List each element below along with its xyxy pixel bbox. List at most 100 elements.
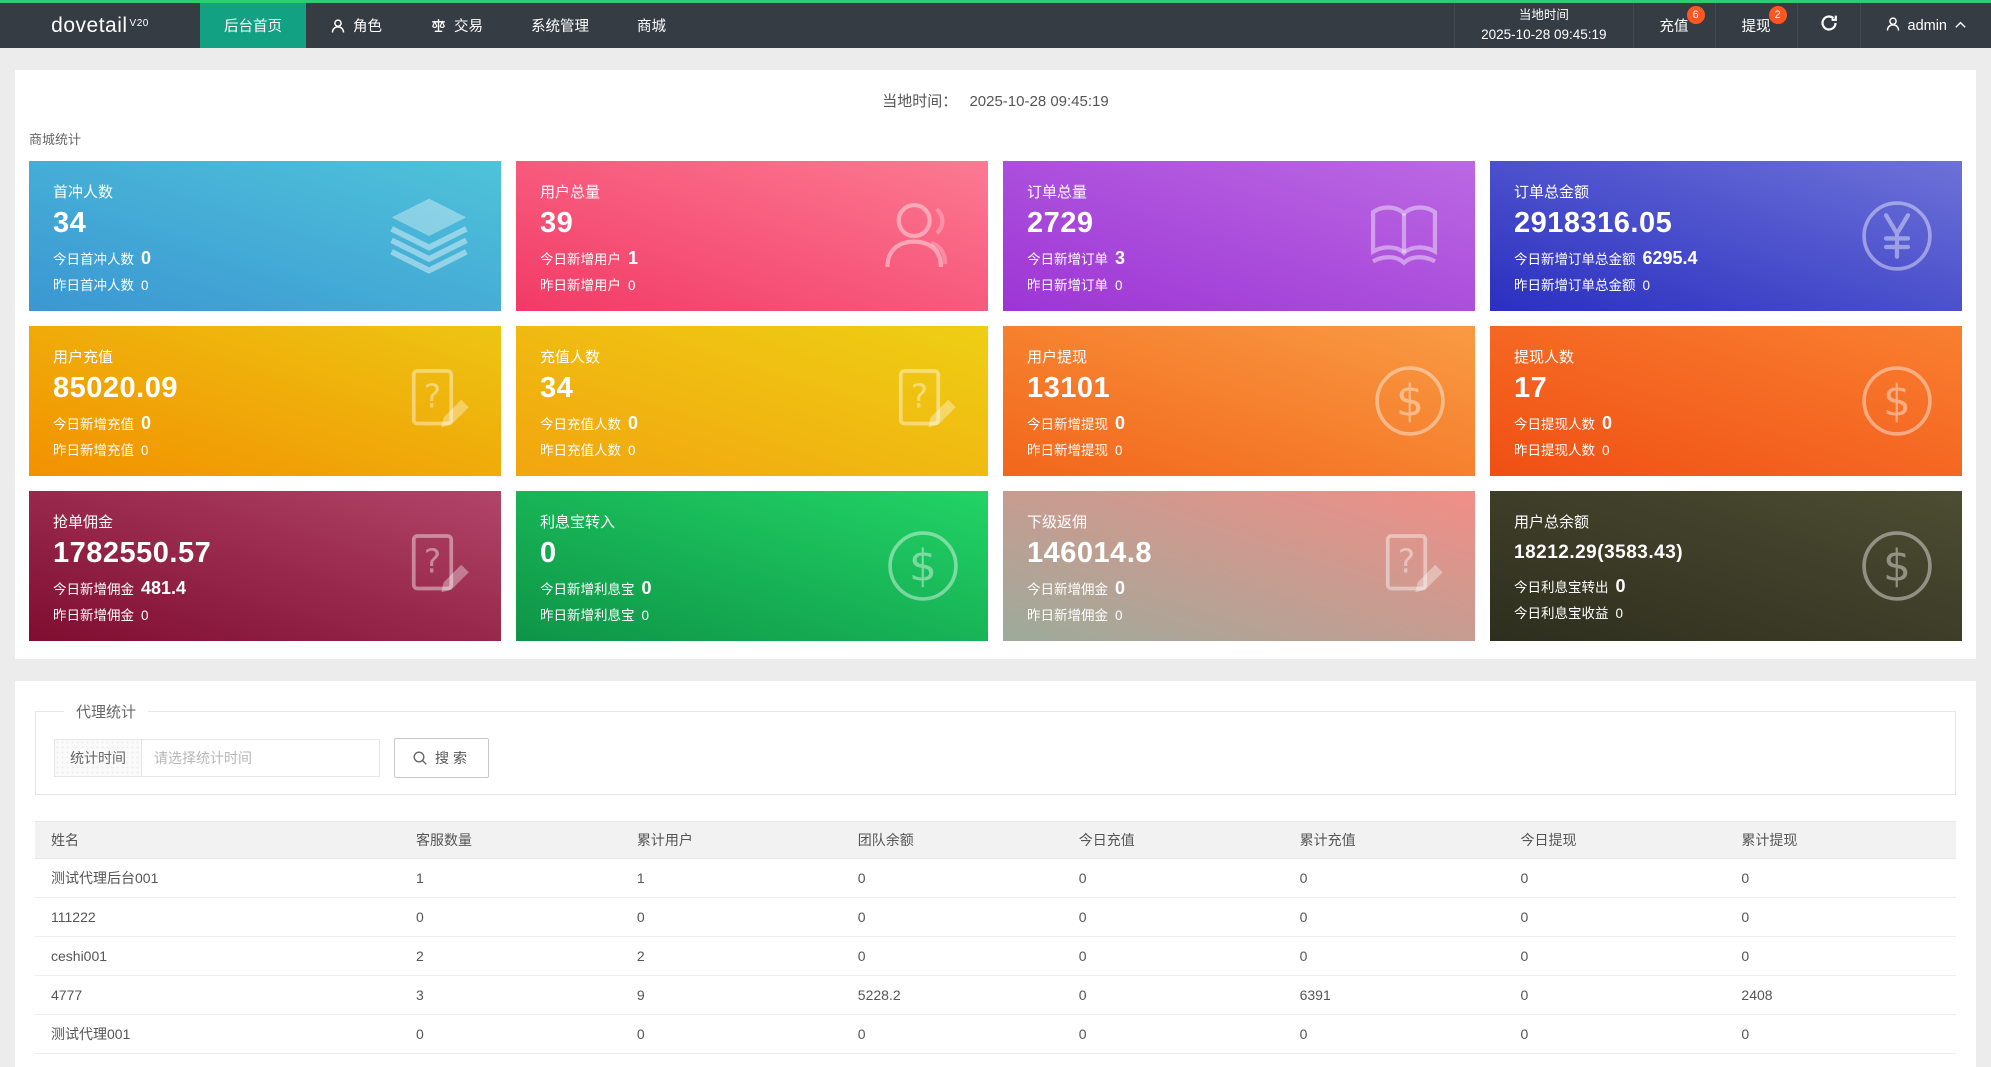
table-cell: 6391 (1283, 975, 1505, 1015)
search-icon (412, 750, 428, 766)
table-cell: 测试代理后台001 (35, 858, 400, 898)
table-cell: 0 (1062, 897, 1284, 937)
recharge-button[interactable]: 充值 6 (1632, 3, 1715, 48)
table-cell: 0 (1283, 1053, 1505, 1067)
chevron-up-icon (1954, 18, 1967, 34)
stat-card-withdraw-users: 提现人数 17 今日提现人数 0 昨日提现人数 0 $ (1490, 326, 1962, 476)
table-header-row: 姓名 客服数量 累计用户 团队余额 今日充值 累计充值 今日提现 累计提现 (35, 821, 1956, 859)
table-cell: 0 (1504, 858, 1726, 898)
yen-circle-icon (1858, 197, 1936, 275)
search-button[interactable]: 搜索 (394, 738, 489, 778)
book-icon (1359, 191, 1449, 281)
tab-trade[interactable]: 交易 (406, 3, 507, 48)
logo-text: dovetail (51, 13, 128, 37)
svg-text:?: ? (1398, 542, 1415, 580)
doc-edit-icon: ? (395, 361, 475, 441)
app-logo: dovetail V20 (0, 3, 200, 48)
table-cell: 0 (841, 936, 1063, 976)
recharge-badge: 6 (1686, 6, 1705, 24)
table-cell: 5228.2 (841, 975, 1063, 1015)
table-cell: 0 (1062, 1053, 1284, 1067)
tab-roles[interactable]: 角色 (306, 3, 406, 48)
col-header-service-count: 客服数量 (399, 821, 621, 859)
tab-system[interactable]: 系统管理 (531, 19, 589, 35)
table-cell: 0 (1725, 858, 1956, 898)
table-cell: 2 (399, 936, 621, 976)
table-cell: 9 (620, 975, 842, 1015)
table-row: 测试代理001 0 0 0 0 0 0 0 (35, 1014, 1956, 1054)
doc-edit-icon: ? (882, 361, 962, 441)
table-cell: 4777 (35, 975, 400, 1015)
table-cell: 111222 (35, 897, 400, 937)
mall-stats-panel: 当地时间： 2025-10-28 09:45:19 商城统计 首冲人数 34 今… (15, 70, 1976, 659)
tab-dashboard[interactable]: 后台首页 (200, 3, 306, 48)
table-cell: 2408 (1725, 975, 1956, 1015)
withdraw-badge: 2 (1768, 6, 1787, 24)
col-header-name: 姓名 (35, 821, 400, 859)
table-cell: 1 (399, 858, 621, 898)
table-cell: 0 (841, 858, 1063, 898)
table-cell: 1 (620, 858, 842, 898)
table-cell: 0 (841, 897, 1063, 937)
refresh-icon (1820, 14, 1838, 37)
user-menu[interactable]: admin (1859, 3, 1991, 48)
local-time-row-value: 2025-10-28 09:45:19 (969, 93, 1109, 110)
navbar-right: 当地时间 2025-10-28 09:45:19 充值 6 提现 2 admin (1454, 3, 1991, 48)
col-header-total-withdraw: 累计提现 (1725, 821, 1956, 859)
table-cell: 0 (1283, 936, 1505, 976)
stat-card-interest-transfer-in: 利息宝转入 0 今日新增利息宝 0 昨日新增利息宝 0 $ (516, 491, 988, 641)
svg-text:?: ? (911, 377, 928, 415)
col-header-total-users: 累计用户 (620, 821, 842, 859)
dollar-circle-icon: $ (1858, 527, 1936, 605)
col-header-team-balance: 团队余额 (841, 821, 1063, 859)
scales-icon (430, 17, 447, 34)
table-cell: 15666666666 (35, 1053, 400, 1067)
table-cell: 0 (1725, 897, 1956, 937)
stat-card-total-orders: 订单总量 2729 今日新增订单 3 昨日新增订单 0 (1003, 161, 1475, 311)
table-row: 111222 0 0 0 0 0 0 0 (35, 897, 1956, 937)
refresh-button[interactable] (1796, 3, 1860, 48)
table-cell: 0 (1725, 1053, 1956, 1067)
main-nav: 后台首页 角色 交易 系统管理 商城 (200, 3, 690, 48)
table-cell: 0 (399, 897, 621, 937)
table-cell: 0 (1283, 858, 1505, 898)
local-time-label: 当地时间 (1518, 8, 1569, 22)
stat-card-user-total-balance: 用户总余额 18212.29(3583.43) 今日利息宝转出 0 今日利息宝收益… (1490, 491, 1962, 641)
table-row: 4777 3 9 5228.2 0 6391 0 2408 (35, 975, 1956, 1015)
table-cell: 0 (620, 1014, 842, 1054)
col-header-today-recharge: 今日充值 (1062, 821, 1284, 859)
stat-card-user-recharge: 用户充值 85020.09 今日新增充值 0 昨日新增充值 0 ? (29, 326, 501, 476)
table-cell: 0 (1062, 1014, 1284, 1054)
agent-stats-panel: 代理统计 统计时间 搜索 姓名 客服数量 累计用户 团队余额 今日充值 (15, 681, 1976, 1067)
tab-mall[interactable]: 商城 (637, 19, 666, 35)
stat-card-total-order-amount: 订单总金额 2918316.05 今日新增订单总金额 6295.4 昨日新增订单总… (1490, 161, 1962, 311)
svg-text:$: $ (1396, 376, 1424, 427)
svg-text:$: $ (1883, 541, 1911, 592)
table-cell: 0 (1283, 1014, 1505, 1054)
local-time-block: 当地时间 2025-10-28 09:45:19 (1454, 3, 1632, 48)
logo-version: V20 (129, 18, 149, 29)
top-navbar: dovetail V20 后台首页 角色 交易 系统管理 商城 当地时间 2025… (0, 0, 1991, 48)
table-cell: 0 (1062, 975, 1284, 1015)
col-header-total-recharge: 累计充值 (1283, 821, 1505, 859)
person-icon (330, 18, 346, 34)
dollar-circle-icon: $ (1858, 362, 1936, 440)
stat-time-input[interactable] (142, 739, 380, 777)
table-cell: ceshi001 (35, 936, 400, 976)
section-title-mall-stats: 商城统计 (29, 132, 82, 147)
table-cell: 0 (1062, 858, 1284, 898)
agent-stats-fieldset: 代理统计 统计时间 搜索 (35, 701, 1956, 795)
table-cell: 0 (399, 1014, 621, 1054)
dollar-circle-icon: $ (884, 527, 962, 605)
withdraw-button[interactable]: 提现 2 (1714, 3, 1797, 48)
table-cell: 0 (1725, 1014, 1956, 1054)
agent-search-form: 统计时间 搜索 (54, 738, 1937, 778)
stat-card-user-withdraw: 用户提现 13101 今日新增提现 0 昨日新增提现 0 $ (1003, 326, 1475, 476)
stat-card-recharge-users: 充值人数 34 今日充值人数 0 昨日充值人数 0 ? (516, 326, 988, 476)
table-row: ceshi001 2 2 0 0 0 0 0 (35, 936, 1956, 976)
stat-card-total-users: 用户总量 39 今日新增用户 1 昨日新增用户 0 (516, 161, 988, 311)
user-icon (1885, 16, 1901, 36)
table-cell: 0 (841, 1053, 1063, 1067)
table-cell: 0 (620, 897, 842, 937)
table-cell: 0 (1504, 975, 1726, 1015)
